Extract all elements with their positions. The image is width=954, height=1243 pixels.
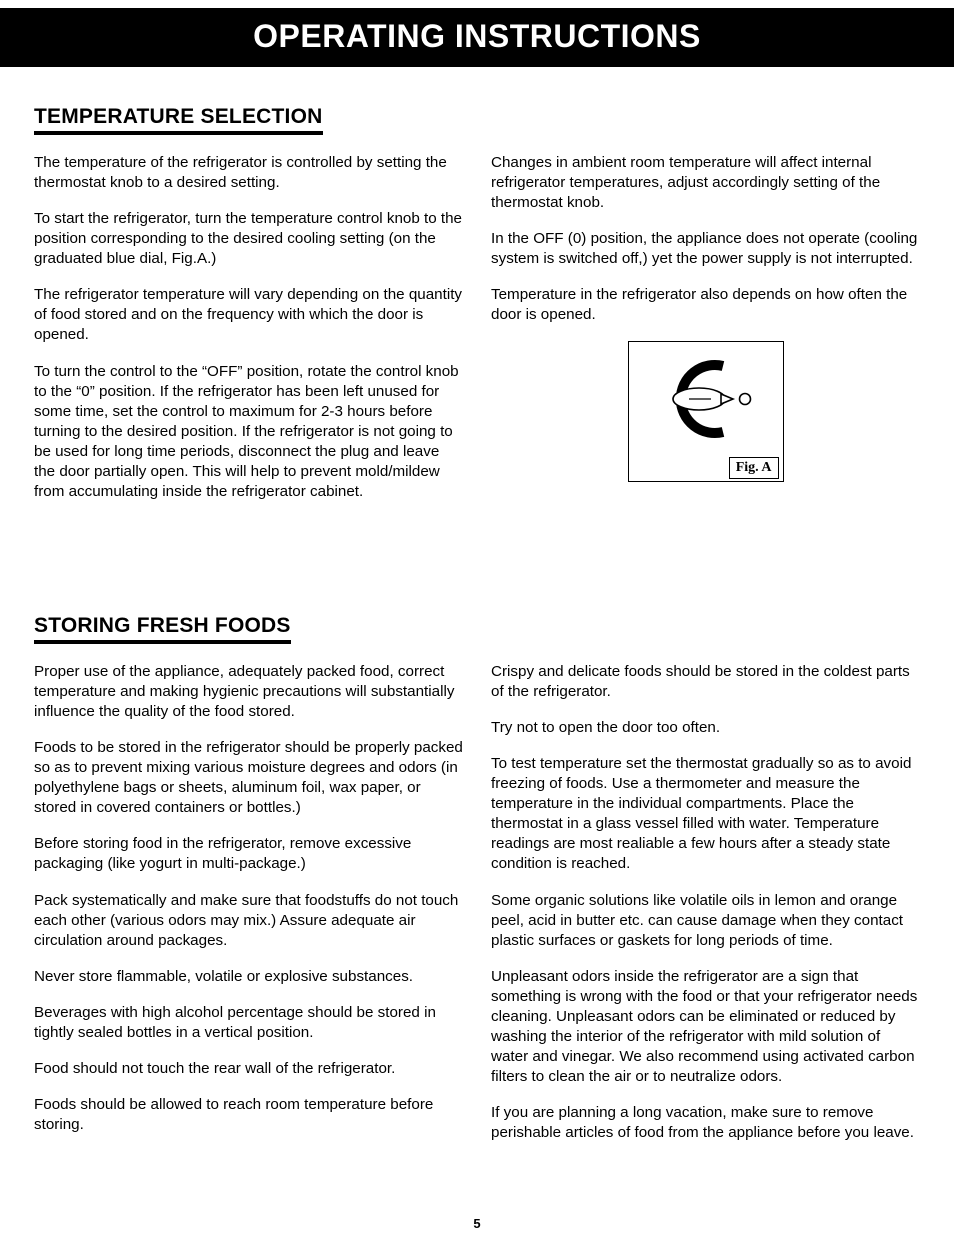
figure-a: Fig. A	[628, 341, 784, 482]
para: Foods to be stored in the refrigerator s…	[34, 738, 463, 818]
page-number: 5	[0, 1216, 954, 1231]
para: Crispy and delicate foods should be stor…	[491, 662, 920, 702]
para: Try not to open the door too often.	[491, 718, 920, 738]
para: The refrigerator temperature will vary d…	[34, 285, 463, 345]
page-content: TEMPERATURE SELECTION The temperature of…	[0, 67, 954, 1159]
figure-a-wrap: Fig. A	[491, 341, 920, 482]
col-left: The temperature of the refrigerator is c…	[34, 153, 463, 518]
figure-label: Fig. A	[729, 457, 779, 479]
para: If you are planning a long vacation, mak…	[491, 1103, 920, 1143]
para: To turn the control to the “OFF” positio…	[34, 362, 463, 502]
para: To test temperature set the thermostat g…	[491, 754, 920, 874]
banner-title: OPERATING INSTRUCTIONS	[253, 18, 701, 54]
columns-storing: Proper use of the appliance, adequately …	[34, 662, 920, 1159]
para: Temperature in the refrigerator also dep…	[491, 285, 920, 325]
heading-temperature: TEMPERATURE SELECTION	[34, 105, 323, 135]
para: Unpleasant odors inside the refrigerator…	[491, 967, 920, 1087]
para: Some organic solutions like volatile oil…	[491, 891, 920, 951]
section-temperature: TEMPERATURE SELECTION The temperature of…	[34, 105, 920, 518]
para: Food should not touch the rear wall of t…	[34, 1059, 463, 1079]
thermostat-knob-icon	[651, 354, 761, 444]
para: Proper use of the appliance, adequately …	[34, 662, 463, 722]
para: Pack systematically and make sure that f…	[34, 891, 463, 951]
col-right: Changes in ambient room temperature will…	[491, 153, 920, 518]
page-banner: OPERATING INSTRUCTIONS	[0, 8, 954, 67]
para: To start the refrigerator, turn the temp…	[34, 209, 463, 269]
columns-temperature: The temperature of the refrigerator is c…	[34, 153, 920, 518]
para: Foods should be allowed to reach room te…	[34, 1095, 463, 1135]
heading-storing: STORING FRESH FOODS	[34, 614, 291, 644]
para: In the OFF (0) position, the appliance d…	[491, 229, 920, 269]
para: Changes in ambient room temperature will…	[491, 153, 920, 213]
para: The temperature of the refrigerator is c…	[34, 153, 463, 193]
para: Beverages with high alcohol percentage s…	[34, 1003, 463, 1043]
section-storing: STORING FRESH FOODS Proper use of the ap…	[34, 614, 920, 1159]
para: Before storing food in the refrigerator,…	[34, 834, 463, 874]
para: Never store flammable, volatile or explo…	[34, 967, 463, 987]
col-left: Proper use of the appliance, adequately …	[34, 662, 463, 1159]
col-right: Crispy and delicate foods should be stor…	[491, 662, 920, 1159]
